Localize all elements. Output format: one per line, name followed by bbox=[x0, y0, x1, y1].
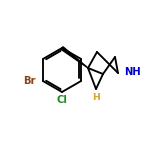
Text: H: H bbox=[92, 93, 100, 102]
Polygon shape bbox=[61, 47, 88, 68]
Text: Cl: Cl bbox=[57, 95, 67, 105]
Text: NH: NH bbox=[124, 67, 141, 77]
Text: Br: Br bbox=[23, 76, 36, 86]
